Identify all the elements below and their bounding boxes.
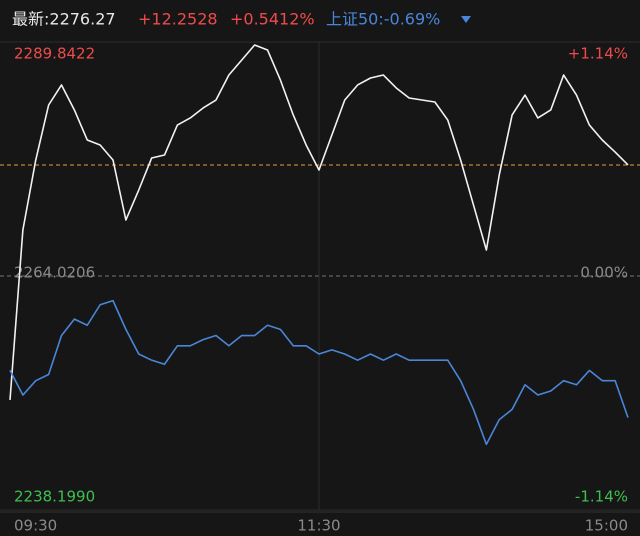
y-tick-label: 2264.0206	[14, 264, 95, 282]
y-tick-label: 2238.1990	[14, 488, 95, 506]
price-line	[9, 44, 629, 401]
x-tick-label: 11:30	[297, 517, 340, 535]
x-tick-label: 09:30	[14, 517, 57, 535]
y-tick-label: 2289.8422	[14, 45, 95, 63]
x-tick-label: 15:00	[585, 517, 628, 535]
price-line	[9, 299, 629, 446]
change: +12.2528	[138, 10, 218, 29]
compare-index[interactable]: 上证50:-0.69%	[326, 10, 440, 29]
latest-price: 最新:2276.27	[12, 10, 116, 29]
y2-tick-label: +1.14%	[568, 45, 628, 63]
y2-tick-label: -1.14%	[575, 488, 628, 506]
dropdown-icon[interactable]	[461, 16, 471, 23]
change-pct: +0.5412%	[230, 10, 315, 29]
y2-tick-label: 0.00%	[580, 264, 628, 282]
